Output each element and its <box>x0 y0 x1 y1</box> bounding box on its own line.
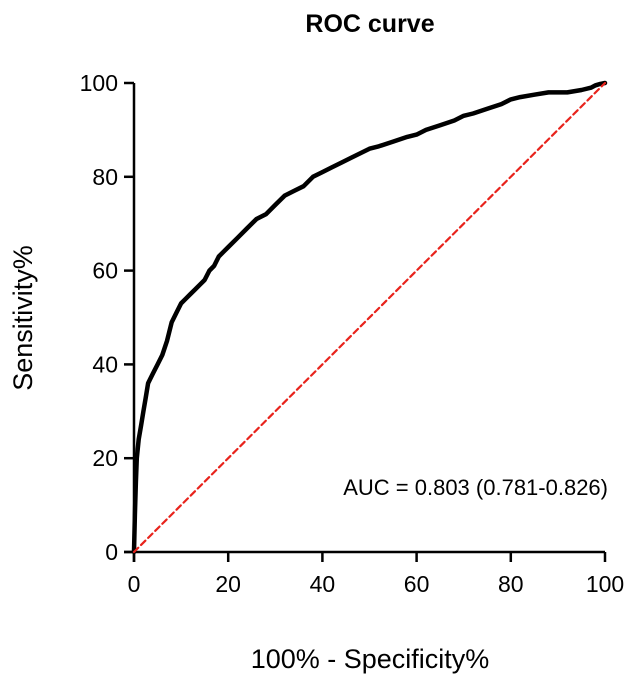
y-tick-label: 60 <box>92 258 118 284</box>
x-tick-label: 40 <box>310 571 336 597</box>
y-tick-label: 40 <box>92 351 118 377</box>
x-tick-label: 80 <box>498 571 524 597</box>
y-tick-label: 100 <box>80 70 118 96</box>
series-group <box>131 80 608 555</box>
roc-curve-line <box>131 80 608 555</box>
x-tick-label: 60 <box>404 571 430 597</box>
chart-title: ROC curve <box>305 10 434 38</box>
y-tick-label: 80 <box>92 164 118 190</box>
auc-annotation: AUC = 0.803 (0.781-0.826) <box>343 475 608 500</box>
y-axis-label: Sensitivity% <box>8 245 38 391</box>
y-tick-label: 0 <box>105 539 118 565</box>
y-tick-label: 20 <box>92 445 118 471</box>
tick-group: 0 20 40 60 80 100 0 20 40 60 80 100 <box>80 70 625 597</box>
x-tick-label: 100 <box>586 571 624 597</box>
x-tick-label: 0 <box>128 571 141 597</box>
reference-diagonal-line <box>132 81 607 554</box>
x-tick-label: 20 <box>215 571 241 597</box>
x-axis-label: 100% - Specificity% <box>251 644 490 674</box>
